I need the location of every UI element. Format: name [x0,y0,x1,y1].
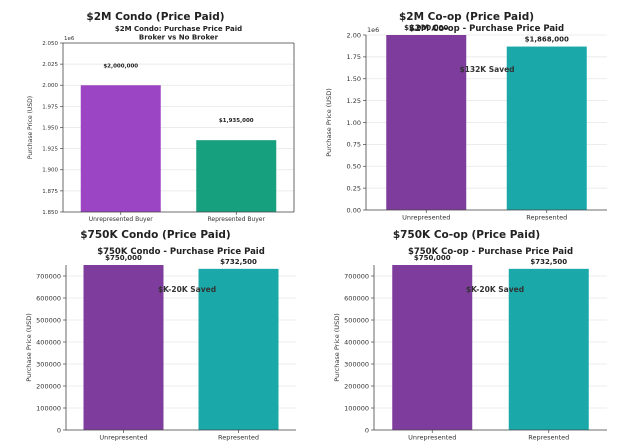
x-tick-label: Represented [218,434,259,442]
x-tick-label: Unrepresented Buyer [89,216,154,223]
chart-panel-750k-condo: $750K Condo (Price Paid) $750K Condo - P… [0,222,311,444]
y-tick-label: 2.00 [347,31,361,39]
bar [196,140,277,212]
savings-annotation: $K-20K Saved [158,285,216,294]
panel-title: $2M Condo (Price Paid) [86,11,225,23]
y-axis-label: Purchase Price (USD) [25,313,33,381]
chart-panel-2m-condo: $2M Condo (Price Paid) $2M Condo: Purcha… [0,0,311,223]
y-tick-label: 500000 [344,316,369,324]
y-tick-label: 400000 [36,338,61,346]
y-tick-label: 0.00 [347,206,361,214]
chart-panel-750k-coop: $750K Co-op (Price Paid) $750K Co-op - P… [311,222,622,444]
bar [508,268,589,430]
data-label: $2,000,000 [404,24,448,32]
y-tick-label: 100000 [36,404,61,412]
y-tick-label: 1.75 [347,53,361,61]
y-tick-label: 1.50 [347,75,361,83]
bar-chart: $750K Condo - Purchase Price Paid 0 100000… [25,247,296,442]
bar-chart: $750K Co-op - Purchase Price Paid 0 100000… [333,247,607,442]
chart-panel-2m-coop: $2M Co-op (Price Paid) $2M Co-op - Purch… [311,0,622,222]
y-tick-label: 600000 [344,294,369,302]
x-tick-label: Unrepresented [408,434,456,442]
bar [83,265,164,430]
bar [386,35,467,210]
data-label: $750,000 [414,254,451,262]
data-label: $1,868,000 [525,36,569,44]
y-tick-label: 1.975 [42,104,58,110]
axis-scale-label: 1e6 [367,26,379,34]
y-tick-label: 2.025 [42,62,58,68]
y-tick-label: 1.00 [347,119,361,127]
panel-title: $750K Condo (Price Paid) [80,229,231,241]
data-label: $1,935,000 [219,118,254,124]
chart-title: $750K Condo - Purchase Price Paid [97,247,265,257]
y-tick-label: 1.850 [42,210,58,216]
y-tick-label: 1.875 [42,189,58,195]
panel-title: $2M Co-op (Price Paid) [398,11,535,23]
savings-annotation: $132K Saved [459,65,514,74]
y-axis-label: Purchase Price (USD) [325,88,333,156]
y-tick-label: 300000 [344,360,369,368]
chart-title: $750K Co-op - Purchase Price Paid [408,247,573,257]
data-label: $732,500 [530,258,567,266]
y-tick-label: 700000 [344,272,369,280]
y-tick-label: 0.75 [347,141,361,149]
chart-title: $2M Condo: Purchase Price Paid [115,25,242,33]
y-tick-label: 400000 [344,338,369,346]
data-label: $732,500 [220,258,257,266]
y-axis-label: Purchase Price (USD) [27,96,34,159]
y-tick-label: 0 [57,426,61,434]
x-tick-label: Represented [528,434,569,442]
y-tick-label: 200000 [344,382,369,390]
y-tick-label: 0 [365,426,369,434]
y-tick-label: 500000 [36,316,61,324]
y-tick-label: 1.925 [42,147,58,153]
savings-annotation: $K-20K Saved [466,285,524,294]
x-tick-label: Represented Buyer [208,216,266,223]
y-tick-label: 300000 [36,360,61,368]
y-tick-label: 1.950 [42,125,58,131]
x-tick-label: Unrepresented [402,214,450,222]
panel-title: $750K Co-op (Price Paid) [392,229,541,241]
y-tick-label: 1.25 [347,97,361,105]
bar [80,85,161,212]
bar [392,265,473,430]
x-tick-label: Unrepresented [99,434,147,442]
y-tick-label: 100000 [344,404,369,412]
y-tick-label: 600000 [36,294,61,302]
y-tick-label: 2.050 [42,41,58,47]
bar [198,268,279,430]
y-axis-label: Purchase Price (USD) [333,313,341,381]
y-tick-label: 2.000 [42,83,58,89]
bar [506,46,587,210]
y-tick-label: 200000 [36,382,61,390]
data-label: $750,000 [105,254,142,262]
x-tick-label: Represented [526,214,567,222]
axis-scale-label: 1e6 [64,36,75,42]
y-tick-label: 700000 [36,272,61,280]
y-tick-label: 0.50 [347,163,361,171]
chart-title: Broker vs No Broker [139,34,219,42]
bar-chart: $2M Co-op - Purchase Price Paid 0.00 0.25 0… [325,24,607,222]
y-tick-label: 0.25 [347,184,361,192]
chart-title: $2M Co-op - Purchase Price Paid [409,24,564,34]
y-tick-label: 1.900 [42,168,58,174]
data-label: $2,000,000 [103,63,138,69]
